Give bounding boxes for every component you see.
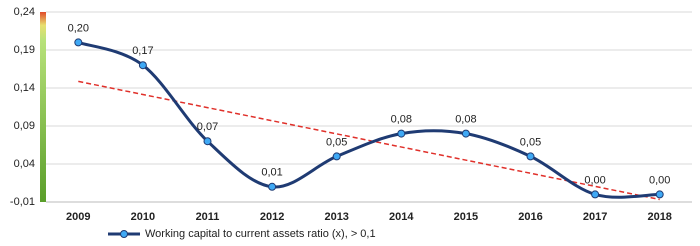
y-tick-label: 0,19 xyxy=(14,44,35,56)
value-label: 0,05 xyxy=(326,136,347,148)
point xyxy=(74,38,83,47)
x-tick-label: 2014 xyxy=(389,211,414,223)
y-tick-label: 0,09 xyxy=(14,120,35,132)
value-label: 0,17 xyxy=(132,45,153,57)
legend-marker xyxy=(120,230,128,238)
y-tick-label: 0,24 xyxy=(14,6,35,18)
point xyxy=(138,61,147,70)
legend-label: Working capital to current assets ratio … xyxy=(145,228,376,240)
point xyxy=(203,137,212,146)
y-tick-label: 0,14 xyxy=(14,82,35,94)
series-line xyxy=(77,40,660,199)
value-label: 0,08 xyxy=(455,114,476,126)
x-tick-label: 2013 xyxy=(324,211,348,223)
y-tick-label: -0,01 xyxy=(10,196,35,208)
x-tick-label: 2010 xyxy=(131,211,155,223)
point xyxy=(591,190,600,199)
x-tick-label: 2017 xyxy=(583,211,607,223)
x-tick-label: 2011 xyxy=(196,211,220,223)
value-label: 0,08 xyxy=(391,114,412,126)
x-tick-label: 2018 xyxy=(647,211,671,223)
x-tick-label: 2015 xyxy=(454,211,478,223)
value-label: 0,01 xyxy=(261,167,282,179)
point xyxy=(332,152,341,161)
value-label: 0,05 xyxy=(520,136,541,148)
y-axis-bar xyxy=(40,12,46,202)
point xyxy=(461,129,470,138)
value-label: 0,00 xyxy=(584,174,605,186)
point xyxy=(268,182,277,191)
point xyxy=(526,152,535,161)
value-label: 0,00 xyxy=(649,174,670,186)
y-tick-label: 0,04 xyxy=(14,158,35,170)
point xyxy=(397,129,406,138)
x-tick-label: 2012 xyxy=(260,211,284,223)
value-label: 0,07 xyxy=(197,121,218,133)
x-tick-label: 2009 xyxy=(66,211,90,223)
point xyxy=(655,190,664,199)
value-label: 0,20 xyxy=(68,22,89,34)
x-tick-label: 2016 xyxy=(518,211,542,223)
